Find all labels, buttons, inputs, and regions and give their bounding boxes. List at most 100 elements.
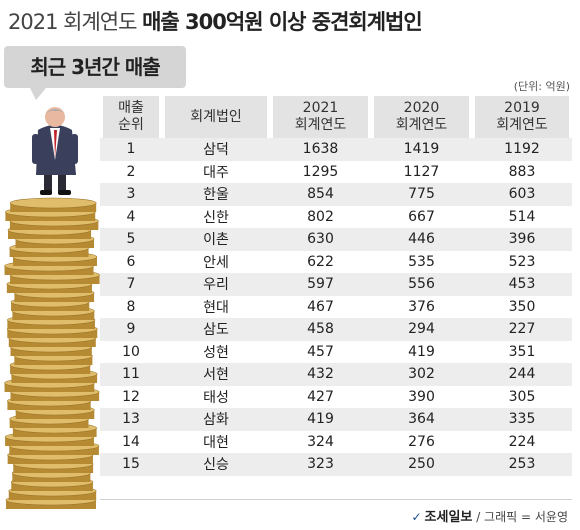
table-row: 9 삼도 458 294 227	[100, 318, 572, 341]
title-main: 매출 300억원 이상 중견회계법인	[142, 10, 423, 34]
cell-y2020: 446	[371, 228, 472, 251]
cell-y2021: 324	[270, 430, 371, 453]
cell-y2020: 376	[371, 295, 472, 318]
table-row: 5 이촌 630 446 396	[100, 228, 572, 251]
cell-y2019: 305	[472, 385, 572, 408]
cell-y2020: 250	[371, 453, 472, 476]
coin-stack	[4, 197, 100, 509]
header-2019: 2019 회계연도	[472, 96, 572, 138]
table-row: 2 대주 1295 1127 883	[100, 160, 572, 183]
cell-y2019: 396	[472, 228, 572, 251]
bubble-tail	[30, 88, 46, 100]
cell-y2021: 432	[270, 363, 371, 386]
table-row: 13 삼화 419 364 335	[100, 408, 572, 431]
cell-firm: 안세	[162, 250, 270, 273]
coin-face	[9, 197, 97, 209]
cell-rank: 12	[100, 385, 162, 408]
cell-firm: 삼화	[162, 408, 270, 431]
table-row: 12 태성 427 390 305	[100, 385, 572, 408]
cell-rank: 13	[100, 408, 162, 431]
cell-y2021: 1295	[270, 160, 371, 183]
table-row: 8 현대 467 376 350	[100, 295, 572, 318]
cell-firm: 신승	[162, 453, 270, 476]
cell-rank: 2	[100, 160, 162, 183]
cell-y2019: 224	[472, 430, 572, 453]
cell-y2020: 294	[371, 318, 472, 341]
coin-stack-illustration	[4, 107, 100, 509]
cell-y2020: 667	[371, 205, 472, 228]
cell-y2019: 603	[472, 183, 572, 206]
cell-rank: 6	[100, 250, 162, 273]
cell-firm: 우리	[162, 273, 270, 296]
cell-y2021: 622	[270, 250, 371, 273]
cell-firm: 한울	[162, 183, 270, 206]
table-row: 15 신승 323 250 253	[100, 453, 572, 476]
cell-y2019: 1192	[472, 138, 572, 161]
header-2020: 2020 회계연도	[371, 96, 472, 138]
cell-y2021: 854	[270, 183, 371, 206]
cell-rank: 3	[100, 183, 162, 206]
cell-y2020: 276	[371, 430, 472, 453]
cell-rank: 8	[100, 295, 162, 318]
table-row: 6 안세 622 535 523	[100, 250, 572, 273]
cell-y2021: 802	[270, 205, 371, 228]
cell-y2021: 419	[270, 408, 371, 431]
cell-y2021: 597	[270, 273, 371, 296]
page-title: 2021 회계연도 매출 300억원 이상 중견회계법인	[8, 6, 423, 36]
newspaper-logo: 조세일보	[424, 510, 473, 525]
table-header-row: 매출 순위 회계법인 2021 회계연도 2020 회계연도 2019 회계연도	[100, 96, 572, 138]
graphic-credit: / 그래픽 = 서윤영	[476, 510, 568, 524]
table-row: 14 대현 324 276 224	[100, 430, 572, 453]
cell-y2021: 427	[270, 385, 371, 408]
cell-y2019: 227	[472, 318, 572, 341]
cell-firm: 이촌	[162, 228, 270, 251]
cell-y2019: 453	[472, 273, 572, 296]
cell-rank: 5	[100, 228, 162, 251]
cell-y2019: 883	[472, 160, 572, 183]
cell-rank: 1	[100, 138, 162, 161]
header-rank: 매출 순위	[100, 96, 162, 138]
cell-firm: 삼덕	[162, 138, 270, 161]
title-year: 2021 회계연도	[8, 10, 137, 34]
cell-rank: 10	[100, 340, 162, 363]
cell-y2019: 351	[472, 340, 572, 363]
footer-credit: ✓ 조세일보 / 그래픽 = 서윤영	[411, 506, 568, 525]
cell-y2020: 419	[371, 340, 472, 363]
table-row: 7 우리 597 556 453	[100, 273, 572, 296]
table-row: 11 서현 432 302 244	[100, 363, 572, 386]
cell-firm: 서현	[162, 363, 270, 386]
cell-y2021: 630	[270, 228, 371, 251]
cell-y2021: 457	[270, 340, 371, 363]
header-firm: 회계법인	[162, 96, 270, 138]
cell-rank: 15	[100, 453, 162, 476]
cell-firm: 태성	[162, 385, 270, 408]
revenue-table: 매출 순위 회계법인 2021 회계연도 2020 회계연도 2019 회계연도 1 삼덕…	[100, 96, 572, 476]
subtitle-bubble: 최근 3년간 매출	[4, 46, 186, 88]
cell-y2019: 523	[472, 250, 572, 273]
cell-y2021: 1638	[270, 138, 371, 161]
cell-y2021: 467	[270, 295, 371, 318]
cell-y2020: 364	[371, 408, 472, 431]
cell-y2019: 514	[472, 205, 572, 228]
cell-firm: 신한	[162, 205, 270, 228]
cell-y2020: 775	[371, 183, 472, 206]
table-row: 10 성현 457 419 351	[100, 340, 572, 363]
cell-y2019: 244	[472, 363, 572, 386]
cell-y2020: 1127	[371, 160, 472, 183]
cell-firm: 대현	[162, 430, 270, 453]
footer-divider	[100, 499, 572, 500]
cell-firm: 대주	[162, 160, 270, 183]
cell-y2020: 390	[371, 385, 472, 408]
cell-rank: 14	[100, 430, 162, 453]
unit-label: (단위: 억원)	[513, 80, 570, 93]
cell-y2020: 1419	[371, 138, 472, 161]
table-row: 4 신한 802 667 514	[100, 205, 572, 228]
businessman-figure	[32, 107, 78, 195]
cell-y2020: 302	[371, 363, 472, 386]
cell-y2019: 350	[472, 295, 572, 318]
cell-rank: 7	[100, 273, 162, 296]
cell-firm: 삼도	[162, 318, 270, 341]
cell-firm: 현대	[162, 295, 270, 318]
table-row: 3 한울 854 775 603	[100, 183, 572, 206]
table-row: 1 삼덕 1638 1419 1192	[100, 138, 572, 161]
